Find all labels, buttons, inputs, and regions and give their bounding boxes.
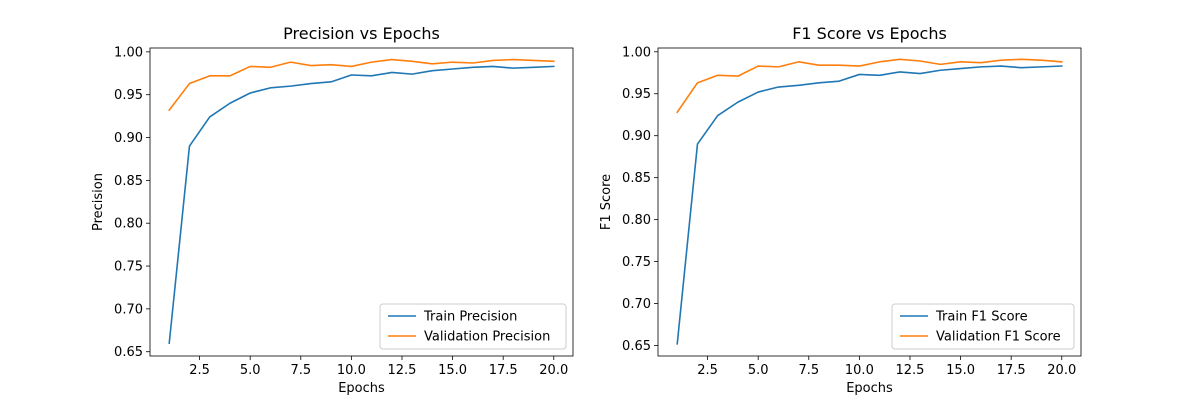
x-tick-label: 12.5 bbox=[896, 363, 925, 378]
legend-label-train: Train Precision bbox=[423, 310, 517, 325]
x-axis-label: Epochs bbox=[846, 381, 893, 396]
chart-title: Precision vs Epochs bbox=[283, 24, 440, 43]
y-tick-label: 0.75 bbox=[114, 260, 143, 275]
series-line-validation bbox=[168, 58, 555, 112]
y-tick-label: 0.95 bbox=[622, 87, 651, 102]
x-tick-label: 20.0 bbox=[539, 363, 568, 378]
y-tick-label: 0.90 bbox=[622, 129, 651, 144]
y-tick-label: 1.00 bbox=[622, 45, 651, 60]
legend-label-validation: Validation Precision bbox=[424, 330, 550, 345]
series-line-train bbox=[168, 65, 555, 345]
x-tick-label: 10.0 bbox=[337, 363, 366, 378]
precision-chart-panel: Precision vs Epochs 2.5 5.0 7.5 10.0 12.5 15.0… bbox=[91, 24, 574, 396]
legend: Train Precision Validation Precision bbox=[379, 303, 567, 350]
y-tick-label: 0.65 bbox=[114, 345, 143, 360]
y-tick-label: 0.65 bbox=[622, 339, 651, 354]
x-tick-label: 2.5 bbox=[189, 363, 210, 378]
y-tick-label: 0.85 bbox=[114, 174, 143, 189]
x-tick-label: 15.0 bbox=[946, 363, 975, 378]
y-tick-label: 0.75 bbox=[622, 255, 651, 270]
chart-title: F1 Score vs Epochs bbox=[792, 24, 947, 43]
x-tick-label: 12.5 bbox=[388, 363, 417, 378]
legend-box bbox=[379, 303, 567, 350]
legend: Train F1 Score Validation F1 Score bbox=[891, 303, 1075, 350]
f1-score-chart-panel: F1 Score vs Epochs 2.5 5.0 7.5 10.0 12.5 15.0 1… bbox=[599, 24, 1082, 396]
y-tick-label: 0.95 bbox=[114, 88, 143, 103]
y-tick-label: 1.00 bbox=[114, 45, 143, 60]
series-line-train bbox=[676, 65, 1063, 345]
x-tick-label: 10.0 bbox=[845, 363, 874, 378]
x-tick-label: 17.5 bbox=[997, 363, 1026, 378]
x-tick-label: 17.5 bbox=[489, 363, 518, 378]
legend-box bbox=[891, 303, 1075, 350]
plot-area-frame bbox=[149, 47, 574, 357]
y-tick-label: 0.70 bbox=[622, 297, 651, 312]
legend-label-train: Train F1 Score bbox=[935, 310, 1028, 325]
x-tick-label: 5.0 bbox=[240, 363, 261, 378]
legend-label-validation: Validation F1 Score bbox=[936, 330, 1061, 345]
y-axis-label: Precision bbox=[91, 173, 106, 231]
plot-area-frame bbox=[657, 47, 1082, 357]
x-axis-label: Epochs bbox=[338, 381, 385, 396]
series-line-validation bbox=[676, 58, 1063, 114]
y-axis-label: F1 Score bbox=[599, 174, 614, 230]
x-tick-label: 15.0 bbox=[438, 363, 467, 378]
y-tick-label: 0.85 bbox=[622, 171, 651, 186]
y-tick-label: 0.70 bbox=[114, 302, 143, 317]
y-tick-label: 0.90 bbox=[114, 131, 143, 146]
y-tick-label: 0.80 bbox=[622, 213, 651, 228]
y-tick-label: 0.80 bbox=[114, 217, 143, 232]
x-tick-label: 20.0 bbox=[1047, 363, 1076, 378]
x-tick-label: 7.5 bbox=[798, 363, 819, 378]
x-tick-label: 7.5 bbox=[290, 363, 311, 378]
x-tick-label: 2.5 bbox=[697, 363, 718, 378]
x-tick-label: 5.0 bbox=[748, 363, 769, 378]
